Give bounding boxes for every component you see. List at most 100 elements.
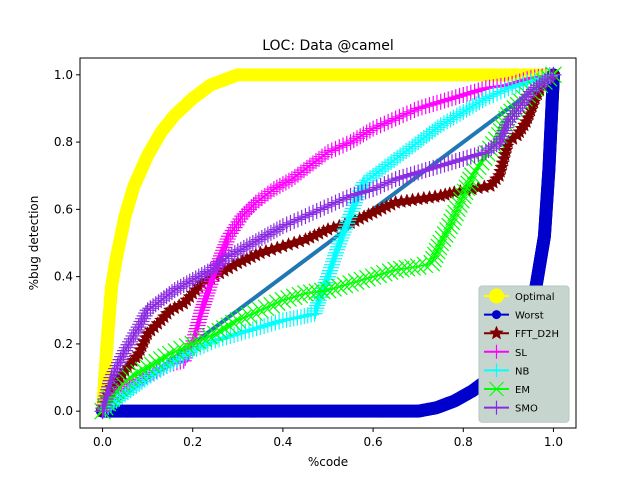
series-point-smo: [262, 224, 279, 241]
series-point-smo: [178, 275, 195, 292]
legend-label: NB: [515, 366, 529, 377]
series-point-smo: [395, 168, 412, 185]
series-point-sl: [338, 135, 355, 152]
series-point-em: [220, 317, 238, 335]
series-point-nb: [322, 262, 339, 279]
series-point-smo: [184, 272, 201, 288]
series-point-em: [134, 361, 152, 379]
series-point-nb: [386, 152, 403, 169]
series-point-smo: [323, 196, 340, 213]
series-point-sl: [301, 157, 318, 174]
series-point-nb: [374, 161, 391, 177]
series-point-smo: [312, 201, 329, 218]
series-point-smo: [108, 360, 125, 377]
series-point-nb: [492, 83, 509, 100]
legend-item-fft-d2h: FFT_D2H: [484, 325, 559, 340]
series-point-nb: [458, 101, 475, 118]
series-point-smo: [335, 191, 352, 208]
x-tick-label: 1.0: [544, 435, 563, 449]
series-point-em: [426, 246, 444, 264]
x-tick-label: 0.4: [273, 435, 292, 449]
series-point-sl: [335, 137, 352, 154]
series-point-sl: [250, 192, 267, 209]
series-point-sl: [192, 305, 209, 322]
x-tick-label: 0.6: [364, 435, 383, 449]
series-point-em: [430, 238, 448, 256]
series-point-em: [454, 187, 472, 205]
series-point-sl: [241, 201, 258, 218]
series-point-sl: [289, 166, 306, 183]
series-point-sl: [243, 199, 260, 216]
series-point-smo: [338, 189, 355, 206]
series-point-em: [370, 266, 388, 284]
series-point-em: [441, 217, 459, 235]
legend-label: SMO: [515, 404, 538, 415]
series-point-sl: [348, 130, 365, 147]
y-tick-label: 0.0: [54, 404, 73, 418]
series-point-smo: [376, 176, 393, 193]
series-point-sl: [313, 148, 330, 165]
series-point-smo: [253, 229, 270, 246]
series-point-smo: [383, 172, 400, 189]
series-point-smo: [406, 165, 423, 182]
series-point-nb: [435, 115, 452, 132]
legend-item-sl: SL: [484, 344, 527, 359]
series-point-em: [152, 350, 170, 368]
legend-swatch-marker: [489, 325, 504, 340]
series-point-sl: [259, 185, 276, 202]
series-point-nb: [395, 145, 412, 162]
series-point-em: [449, 200, 466, 218]
series-point-smo: [193, 266, 210, 283]
series-point-em: [423, 254, 441, 272]
series-point-nb: [278, 311, 295, 328]
series-point-smo: [391, 169, 408, 186]
legend-swatch-marker: [489, 344, 504, 359]
series-point-sl: [459, 85, 476, 102]
series-point-sl: [451, 88, 468, 105]
series-point-em: [425, 250, 442, 268]
series-point-em: [121, 369, 139, 386]
series-point-smo: [293, 209, 310, 226]
series-point-smo: [474, 145, 491, 162]
series-point-sl: [280, 172, 297, 189]
series-point-nb: [389, 149, 406, 166]
series-point-sl: [398, 105, 415, 122]
series-smo: [94, 66, 562, 420]
series-point-smo: [169, 280, 186, 297]
series-point-smo: [187, 270, 204, 287]
series-point-nb: [380, 156, 397, 173]
series-point-nb: [292, 309, 309, 325]
series-point-sl: [192, 308, 209, 325]
series-point-smo: [256, 228, 273, 245]
series-point-em: [125, 366, 143, 384]
series-point-sl: [292, 164, 309, 181]
series-point-smo: [175, 277, 192, 294]
series-point-em: [195, 330, 213, 348]
series-point-em: [432, 234, 450, 252]
series-point-nb: [162, 356, 179, 373]
series-point-smo: [440, 155, 457, 172]
series-point-sl: [352, 128, 369, 145]
series-point-smo: [545, 66, 562, 83]
series-point-nb: [226, 326, 243, 343]
series-point-smo: [436, 156, 453, 173]
series-point-sl: [189, 317, 206, 334]
series-point-sl: [327, 140, 344, 157]
series-point-smo: [109, 357, 126, 374]
series-point-smo: [102, 372, 119, 389]
series-point-nb: [504, 79, 521, 96]
series-point-sl: [470, 82, 487, 99]
series-point-nb: [398, 143, 415, 160]
series-point-smo: [286, 213, 303, 230]
legend-item-smo: SMO: [484, 400, 538, 415]
series-point-sl: [234, 208, 251, 225]
series-point-em: [297, 285, 314, 302]
series-point-sl: [320, 144, 336, 161]
series-point-sl: [387, 110, 404, 127]
series-point-em: [184, 335, 202, 353]
series-point-nb: [496, 81, 513, 98]
series-point-nb: [468, 96, 485, 113]
series-point-sl: [295, 162, 312, 179]
series-point-smo: [327, 194, 344, 211]
